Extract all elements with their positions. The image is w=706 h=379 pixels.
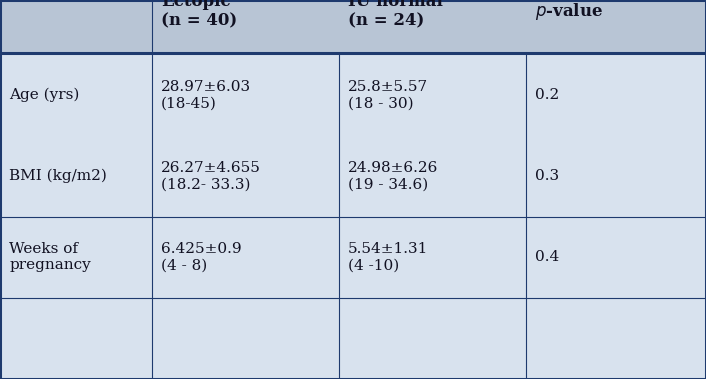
Text: Weeks of
pregnancy: Weeks of pregnancy bbox=[9, 242, 91, 273]
Text: 24.98±6.26
(19 - 34.6): 24.98±6.26 (19 - 34.6) bbox=[348, 161, 438, 191]
Bar bbox=[526, 136, 706, 217]
Text: $\it{p}$-value: $\it{p}$-value bbox=[535, 1, 603, 22]
Bar bbox=[339, 55, 526, 136]
Bar bbox=[152, 0, 339, 53]
Text: Age (yrs): Age (yrs) bbox=[9, 88, 80, 102]
Text: IU normal
(n = 24): IU normal (n = 24) bbox=[348, 0, 443, 30]
Bar bbox=[0, 217, 152, 298]
Text: 6.425±0.9
(4 - 8): 6.425±0.9 (4 - 8) bbox=[161, 242, 241, 273]
Bar bbox=[339, 0, 526, 53]
Bar bbox=[0, 136, 152, 217]
Bar bbox=[526, 55, 706, 136]
Text: 25.8±5.57
(18 - 30): 25.8±5.57 (18 - 30) bbox=[348, 80, 428, 110]
Bar bbox=[0, 55, 152, 136]
Bar bbox=[152, 55, 339, 136]
Bar bbox=[526, 0, 706, 53]
Text: Ectopic
(n = 40): Ectopic (n = 40) bbox=[161, 0, 237, 30]
Text: 0.2: 0.2 bbox=[535, 88, 559, 102]
Text: 5.54±1.31
(4 -10): 5.54±1.31 (4 -10) bbox=[348, 242, 429, 273]
Bar bbox=[339, 217, 526, 298]
Text: BMI (kg/m2): BMI (kg/m2) bbox=[9, 169, 107, 183]
Bar bbox=[0, 0, 152, 53]
Text: 0.3: 0.3 bbox=[535, 169, 559, 183]
Text: 0.4: 0.4 bbox=[535, 251, 559, 265]
Bar bbox=[152, 136, 339, 217]
Bar bbox=[152, 217, 339, 298]
Bar bbox=[339, 136, 526, 217]
Bar bbox=[526, 217, 706, 298]
Text: 26.27±4.655
(18.2- 33.3): 26.27±4.655 (18.2- 33.3) bbox=[161, 161, 261, 191]
Text: 28.97±6.03
(18-45): 28.97±6.03 (18-45) bbox=[161, 80, 251, 110]
